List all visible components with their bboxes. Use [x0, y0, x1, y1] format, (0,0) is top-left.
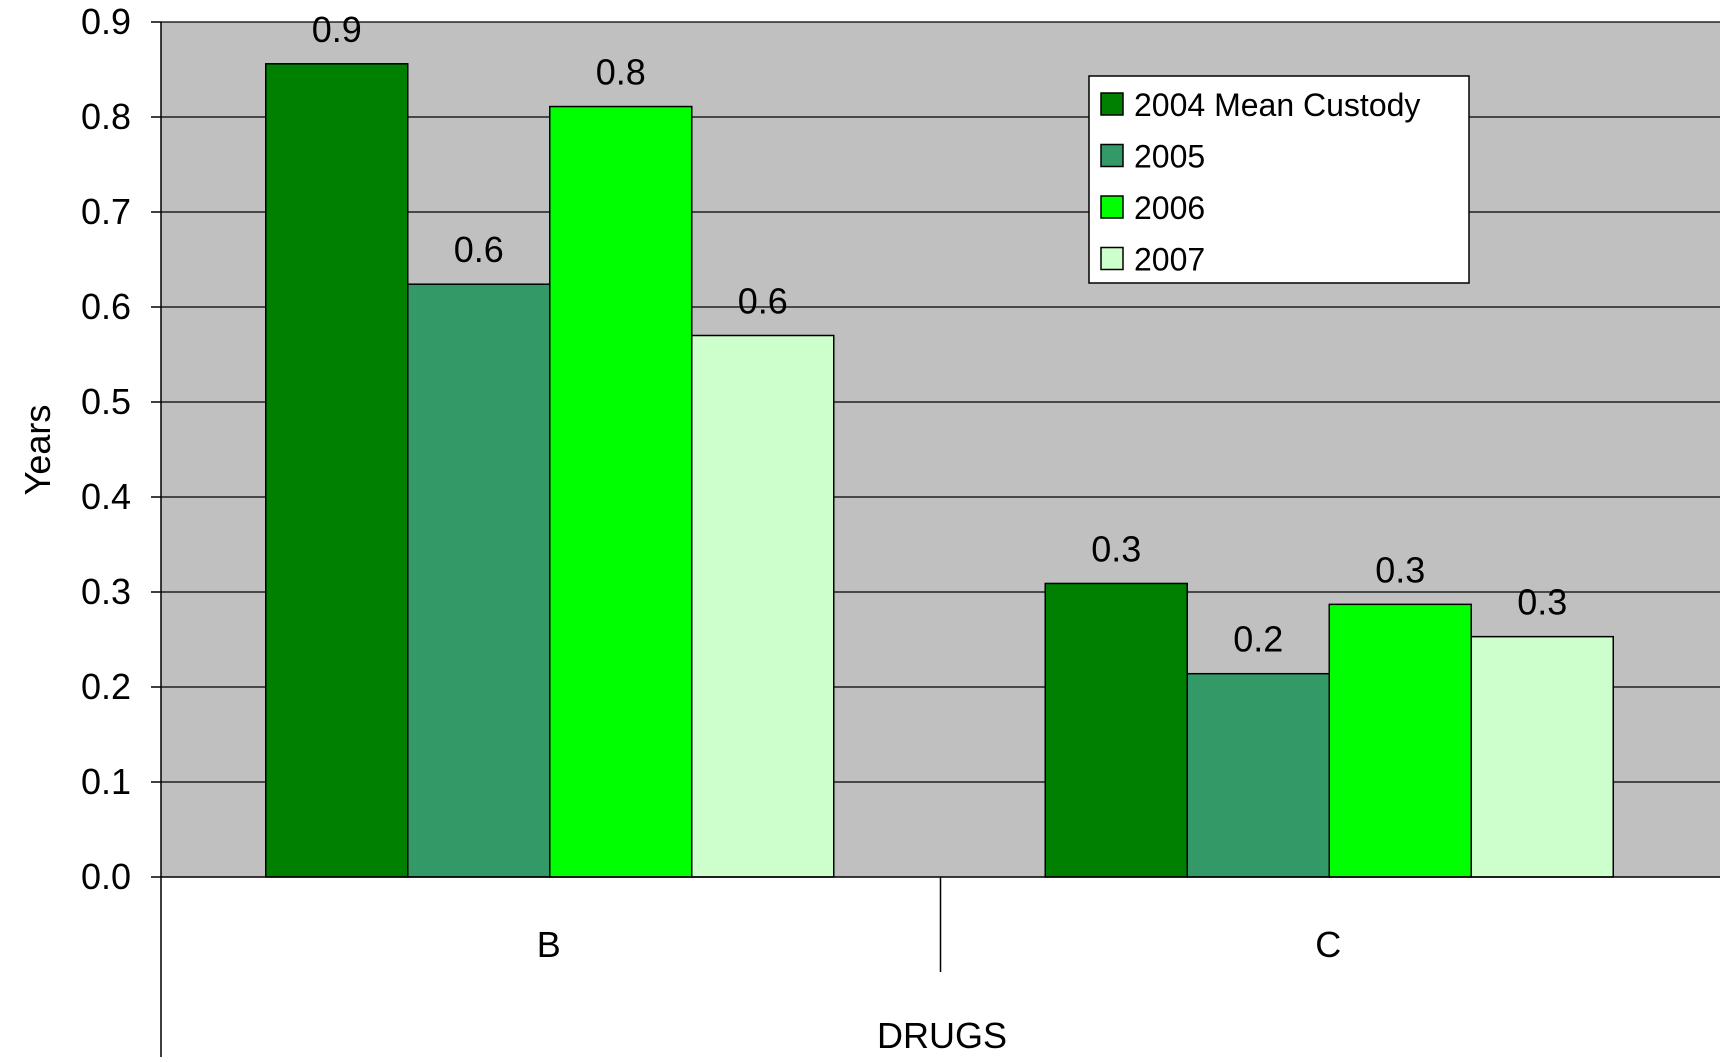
- y-tick-label: 0.6: [81, 286, 131, 327]
- y-tick-label: 0.4: [81, 476, 131, 517]
- legend-label: 2004 Mean Custody: [1134, 87, 1420, 123]
- y-tick-label: 0.1: [81, 761, 131, 802]
- data-label: 0.3: [1517, 582, 1567, 623]
- legend-label: 2007: [1134, 242, 1205, 278]
- bar: [1470, 635, 1614, 878]
- y-tick-label: 0.2: [81, 666, 131, 707]
- data-label: 0.3: [1091, 528, 1141, 569]
- bar: [1328, 603, 1472, 878]
- bar: [407, 283, 551, 878]
- y-tick-label: 0.3: [81, 571, 131, 612]
- bar: [1044, 582, 1188, 878]
- category-label: C: [1315, 924, 1341, 965]
- bar: [549, 105, 693, 878]
- data-label: 0.3: [1375, 549, 1425, 590]
- legend-swatch: [1100, 195, 1124, 219]
- data-labels: 0.9 0.6 0.8 0.6 0.3 0.2 0.3 0.3: [312, 9, 1568, 660]
- data-label: 0.2: [1233, 619, 1283, 660]
- y-tick-label: 0.7: [81, 191, 131, 232]
- bar: [265, 63, 409, 878]
- category-label: B: [537, 924, 561, 965]
- axes: [160, 22, 1720, 1057]
- data-label: 0.8: [596, 52, 646, 93]
- legend-swatch: [1100, 143, 1124, 168]
- legend-label: 2005: [1134, 139, 1205, 175]
- y-tick-label: 0.5: [81, 381, 131, 422]
- legend-swatch: [1100, 246, 1124, 271]
- data-label: 0.9: [312, 9, 362, 50]
- y-axis-ticks: 0.0 0.1 0.2 0.3 0.4 0.5 0.6 0.7 0.8 0.9: [81, 1, 161, 897]
- y-tick-label: 0.9: [81, 1, 131, 42]
- bar: [1186, 672, 1330, 878]
- y-axis-title: Years: [17, 405, 58, 496]
- data-label: 0.6: [454, 229, 504, 270]
- data-label: 0.6: [738, 281, 788, 322]
- x-axis-title: DRUGS: [877, 1015, 1007, 1056]
- bars: [265, 63, 1614, 878]
- bar: [691, 334, 835, 878]
- legend-box: [1088, 75, 1470, 284]
- legend: 2004 Mean Custody 2005 2006 2007: [1088, 75, 1470, 284]
- legend-swatch: [1100, 92, 1124, 116]
- y-tick-label: 0.8: [81, 96, 131, 137]
- legend-label: 2006: [1134, 190, 1205, 226]
- y-tick-label: 0.0: [81, 856, 131, 897]
